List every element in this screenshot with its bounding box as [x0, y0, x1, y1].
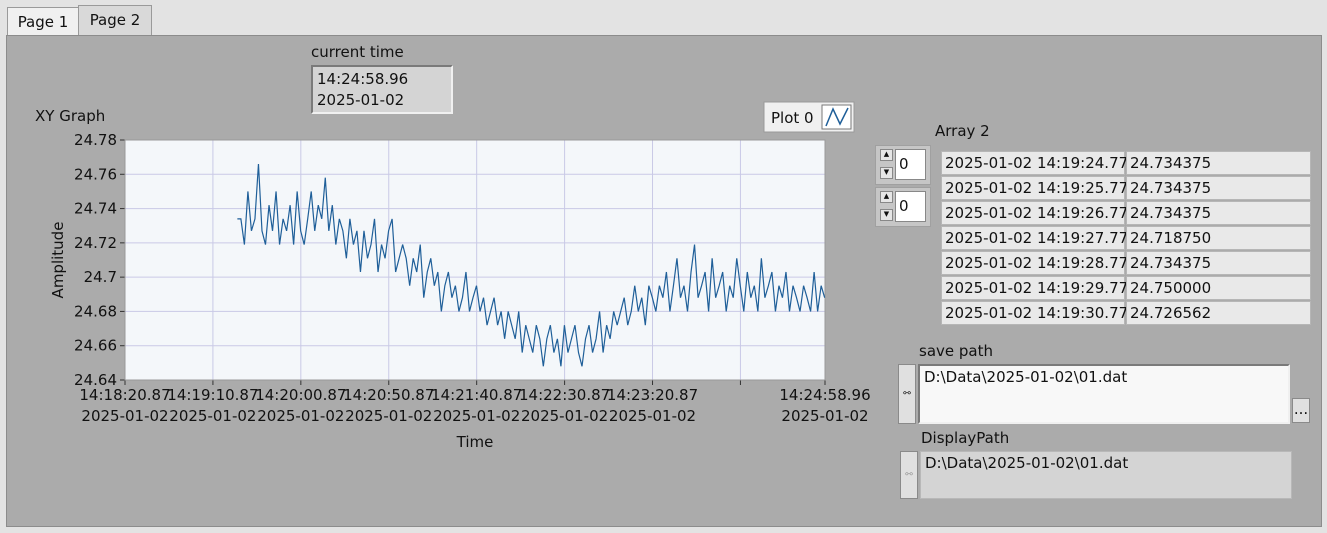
data-line: [237, 163, 826, 367]
time-line: 2025-01-02: [317, 91, 405, 109]
legend-swatch: [825, 107, 849, 127]
path-indicator: D:\Data\2025-01-02\01.dat: [920, 451, 1292, 499]
spin-down[interactable]: ▼: [880, 209, 893, 221]
y-axis-label: Amplitude: [49, 222, 67, 299]
x-tick-label: 14:20:50.87 2025-01-02: [343, 386, 435, 425]
plot-frame: [124, 139, 826, 381]
x-axis-label: Time: [456, 433, 494, 451]
path-button[interactable]: ⚯: [898, 364, 916, 424]
y-tick-label: 24.68: [74, 302, 117, 320]
x-tick-label: 14:20:00.87 2025-01-02: [255, 386, 347, 425]
array-cell: 24.734375: [1126, 151, 1311, 175]
label: current time: [311, 43, 404, 61]
array-cell: 2025-01-02 14:19:27.77: [941, 226, 1128, 250]
array-cell: 24.750000: [1126, 276, 1311, 300]
array-cell: 24.726562: [1126, 301, 1311, 325]
array-cell: 2025-01-02 14:19:29.77: [941, 276, 1128, 300]
browse-button[interactable]: ...: [1292, 398, 1310, 423]
path-button: ⚯: [900, 451, 918, 499]
y-tick-label: 24.64: [74, 371, 117, 389]
x-tick-label: 14:23:20.87 2025-01-02: [606, 386, 699, 425]
time-indicator: 14:24:58.96 2025-01-02: [311, 65, 453, 114]
tab[interactable]: Page 1: [7, 7, 79, 36]
graph-title: XY Graph: [35, 107, 105, 125]
index-value[interactable]: 0: [895, 149, 926, 180]
y-tick-label: 24.76: [74, 165, 117, 183]
label: DisplayPath: [921, 429, 1010, 447]
array-cell: 2025-01-02 14:19:24.77: [941, 151, 1128, 175]
x-tick-label: 14:22:30.87 2025-01-02: [518, 386, 611, 425]
path-control[interactable]: D:\Data\2025-01-02\01.dat: [918, 364, 1290, 424]
tab[interactable]: Page 2: [78, 5, 152, 36]
index-value[interactable]: 0: [895, 191, 926, 222]
legend-entry: Plot 0: [771, 109, 814, 127]
array-cell: 24.734375: [1126, 176, 1311, 200]
label: save path: [919, 342, 993, 360]
y-tick-label: 24.78: [74, 131, 117, 149]
array-cell: 2025-01-02 14:19:28.77: [941, 251, 1128, 275]
array-cell: 2025-01-02 14:19:30.77: [941, 301, 1128, 325]
x-tick-label: 14:21:40.87 2025-01-02: [431, 386, 523, 425]
y-tick-label: 24.72: [74, 234, 117, 252]
array-cell: 24.734375: [1126, 251, 1311, 275]
array-cell: 2025-01-02 14:19:26.77: [941, 201, 1128, 225]
label: Array 2: [935, 122, 990, 140]
y-tick-label: 24.7: [84, 268, 117, 286]
time-line: 14:24:58.96: [317, 70, 409, 88]
spin-up[interactable]: ▲: [880, 191, 893, 203]
x-tick-label: 14:19:10.87 2025-01-02: [167, 386, 259, 425]
plot-area: [125, 140, 825, 380]
x-tick-label: 14:24:58.96 2025-01-02: [779, 386, 871, 425]
y-tick-label: 24.66: [74, 337, 117, 355]
x-tick-label: 14:18:20.87 2025-01-02: [79, 386, 171, 425]
array-cell: 24.734375: [1126, 201, 1311, 225]
xy-graph: XY Graph Time Amplitude Plot 0 24.64 24.6…: [35, 101, 855, 451]
array-cell: 24.718750: [1126, 226, 1311, 250]
array-cell: 2025-01-02 14:19:25.77: [941, 176, 1128, 200]
spin-down[interactable]: ▼: [880, 167, 893, 179]
spin-up[interactable]: ▲: [880, 149, 893, 161]
y-tick-label: 24.74: [74, 200, 117, 218]
